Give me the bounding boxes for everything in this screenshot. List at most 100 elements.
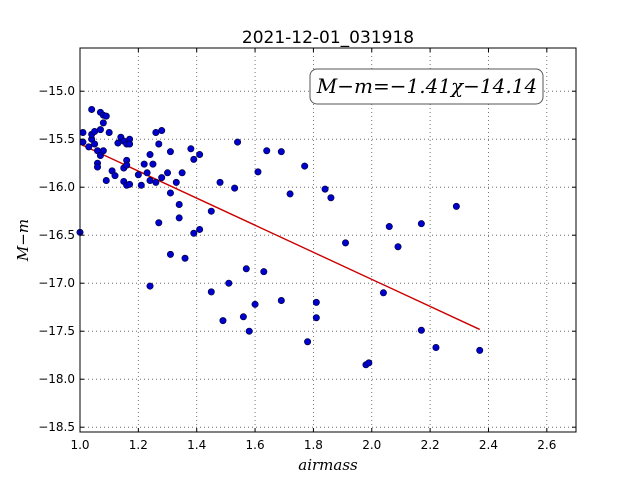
data-point [149, 160, 157, 168]
data-point [207, 288, 215, 296]
data-point [114, 139, 122, 147]
data-point [126, 180, 134, 188]
data-point [102, 112, 110, 120]
data-point [99, 119, 107, 127]
data-point [158, 127, 166, 135]
axis-ticks [79, 48, 576, 432]
data-point [190, 155, 198, 163]
data-point [476, 346, 484, 354]
data-point [196, 151, 204, 159]
data-point [219, 317, 227, 325]
data-point [342, 239, 350, 247]
data-point [225, 279, 233, 287]
y-tick-label: −17.5 [38, 324, 75, 338]
data-point [263, 147, 271, 155]
x-tick-label: 1.0 [70, 438, 89, 452]
data-point [155, 219, 163, 227]
data-point [304, 338, 312, 346]
plot-frame [79, 47, 577, 433]
data-point [379, 289, 387, 297]
data-point [105, 128, 113, 136]
x-axis-label: airmass [298, 456, 358, 474]
data-point [91, 140, 99, 148]
grid [79, 48, 576, 432]
data-point [254, 168, 262, 176]
data-point [277, 296, 285, 304]
data-point [394, 243, 402, 251]
data-point [111, 172, 119, 180]
data-point [175, 200, 183, 208]
data-point [286, 190, 294, 198]
data-point [137, 181, 145, 189]
data-point [146, 282, 154, 290]
data-point [172, 178, 180, 186]
x-tick-label: 1.4 [187, 438, 206, 452]
y-tick-label: −16.5 [38, 228, 75, 242]
data-point [242, 265, 250, 273]
data-point [190, 229, 198, 237]
data-point [417, 326, 425, 334]
data-point [260, 268, 268, 276]
y-axis-label: M−m [14, 219, 32, 262]
data-point [312, 314, 320, 322]
data-point [91, 128, 99, 136]
data-point [166, 189, 174, 197]
data-point [79, 128, 87, 136]
data-point [178, 169, 186, 177]
data-point [432, 344, 440, 352]
data-point [166, 250, 174, 258]
x-tick-labels: 1.0 1.2 1.4 1.6 1.8 2.0 2.2 2.4 2.6 [70, 438, 556, 452]
data-point [155, 140, 163, 148]
data-point [365, 359, 373, 367]
y-tick-labels: −15.0 −15.5 −16.0 −16.5 −17.0 −17.5 −18.0 −18.5 [38, 84, 75, 434]
data-point [327, 194, 335, 202]
data-point [312, 298, 320, 306]
x-tick-label: 1.6 [246, 438, 265, 452]
data-point [187, 145, 195, 153]
data-point [140, 160, 148, 168]
fit-equation: M−m=−1.41χ−14.14 [316, 74, 537, 98]
y-tick-label: −16.0 [38, 180, 75, 194]
data-point [164, 169, 172, 177]
data-point [301, 162, 309, 170]
data-point [99, 147, 107, 155]
data-point [231, 184, 239, 192]
data-point [321, 185, 329, 193]
data-point [452, 202, 460, 210]
data-point [88, 105, 96, 113]
data-point [166, 148, 174, 156]
data-point [158, 174, 166, 182]
data-point [123, 161, 131, 169]
equation-legend: M−m=−1.41χ−14.14 [309, 68, 544, 105]
data-point [207, 207, 215, 215]
data-point [152, 128, 160, 136]
data-point [152, 178, 160, 186]
y-tick-label: −17.0 [38, 276, 75, 290]
data-point [146, 151, 154, 159]
y-tick-label: −18.5 [38, 420, 75, 434]
data-point [126, 140, 134, 148]
chart-title: 2021-12-01_031918 [242, 28, 414, 48]
data-point [245, 327, 253, 335]
data-point [216, 178, 224, 186]
x-tick-label: 2.2 [421, 438, 440, 452]
legend-box [309, 68, 544, 105]
data-point [146, 176, 154, 184]
x-tick-label: 1.8 [304, 438, 323, 452]
data-point [234, 138, 242, 146]
data-point [417, 220, 425, 228]
data-point [96, 126, 104, 134]
x-tick-label: 2.4 [479, 438, 498, 452]
data-point [94, 163, 102, 171]
data-point [175, 214, 183, 222]
data-point [239, 313, 247, 321]
data-point [134, 171, 142, 179]
y-tick-label: −18.0 [38, 372, 75, 386]
x-tick-label: 2.6 [537, 438, 556, 452]
y-tick-label: −15.5 [38, 132, 75, 146]
data-point [385, 223, 393, 231]
data-point [143, 169, 151, 177]
x-tick-label: 2.0 [362, 438, 381, 452]
data-point [277, 148, 285, 156]
